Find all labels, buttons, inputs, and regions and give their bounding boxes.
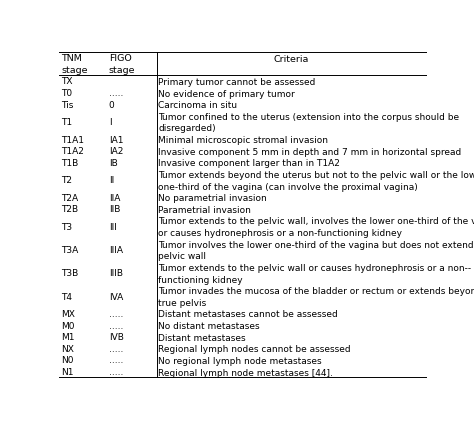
Text: I: I bbox=[109, 118, 111, 127]
Text: .....: ..... bbox=[109, 367, 123, 376]
Text: T1A1: T1A1 bbox=[61, 135, 84, 144]
Text: Tumor invades the mucosa of the bladder or rectum or extends beyond the: Tumor invades the mucosa of the bladder … bbox=[158, 286, 474, 296]
Text: NX: NX bbox=[61, 344, 74, 353]
Text: No evidence of primary tumor: No evidence of primary tumor bbox=[158, 89, 295, 98]
Text: .....: ..... bbox=[109, 89, 123, 98]
Text: Tumor extends beyond the uterus but not to the pelvic wall or the lower: Tumor extends beyond the uterus but not … bbox=[158, 170, 474, 179]
Text: T2: T2 bbox=[61, 176, 72, 185]
Text: .....: ..... bbox=[109, 356, 123, 365]
Text: one-third of the vagina (can involve the proximal vagina): one-third of the vagina (can involve the… bbox=[158, 182, 418, 191]
Text: pelvic wall: pelvic wall bbox=[158, 252, 207, 261]
Text: M1: M1 bbox=[61, 332, 74, 341]
Text: IA2: IA2 bbox=[109, 147, 123, 156]
Text: No distant metastases: No distant metastases bbox=[158, 321, 260, 330]
Text: Tumor confined to the uterus (extension into the corpus should be: Tumor confined to the uterus (extension … bbox=[158, 112, 460, 121]
Text: TNM: TNM bbox=[61, 54, 82, 63]
Text: IIB: IIB bbox=[109, 205, 120, 214]
Text: N1: N1 bbox=[61, 367, 73, 376]
Text: T1: T1 bbox=[61, 118, 72, 127]
Text: Regional lymph node metastases [44].: Regional lymph node metastases [44]. bbox=[158, 368, 333, 377]
Text: T2A: T2A bbox=[61, 193, 78, 202]
Text: Tumor extends to the pelvic wall, involves the lower one-third of the vagina,: Tumor extends to the pelvic wall, involv… bbox=[158, 217, 474, 226]
Text: IA1: IA1 bbox=[109, 135, 123, 144]
Text: FIGO: FIGO bbox=[109, 54, 132, 63]
Text: T3: T3 bbox=[61, 222, 72, 231]
Text: .....: ..... bbox=[109, 309, 123, 318]
Text: IIIB: IIIB bbox=[109, 269, 123, 278]
Text: T4: T4 bbox=[61, 292, 72, 301]
Text: Distant metastases: Distant metastases bbox=[158, 333, 246, 342]
Text: IVB: IVB bbox=[109, 332, 124, 341]
Text: T2B: T2B bbox=[61, 205, 78, 214]
Text: No regional lymph node metastases: No regional lymph node metastases bbox=[158, 356, 322, 365]
Text: or causes hydronephrosis or a non-functioning kidney: or causes hydronephrosis or a non-functi… bbox=[158, 228, 402, 237]
Text: Carcinoma in situ: Carcinoma in situ bbox=[158, 101, 237, 110]
Text: Minimal microscopic stromal invasion: Minimal microscopic stromal invasion bbox=[158, 136, 328, 145]
Text: stage: stage bbox=[61, 66, 88, 75]
Text: II: II bbox=[109, 176, 114, 185]
Text: IIA: IIA bbox=[109, 193, 120, 202]
Text: true pelvis: true pelvis bbox=[158, 298, 207, 307]
Text: Distant metastases cannot be assessed: Distant metastases cannot be assessed bbox=[158, 310, 338, 319]
Text: Invasive component larger than in T1A2: Invasive component larger than in T1A2 bbox=[158, 159, 340, 168]
Text: Tis: Tis bbox=[61, 101, 73, 109]
Text: stage: stage bbox=[109, 66, 136, 75]
Text: .....: ..... bbox=[109, 321, 123, 330]
Text: disregarded): disregarded) bbox=[158, 124, 216, 133]
Text: Primary tumor cannot be assessed: Primary tumor cannot be assessed bbox=[158, 78, 316, 86]
Text: N0: N0 bbox=[61, 356, 73, 365]
Text: functioning kidney: functioning kidney bbox=[158, 275, 243, 284]
Text: T3A: T3A bbox=[61, 245, 78, 254]
Text: T1A2: T1A2 bbox=[61, 147, 84, 156]
Text: MX: MX bbox=[61, 309, 75, 318]
Text: IB: IB bbox=[109, 158, 118, 167]
Text: TX: TX bbox=[61, 77, 73, 86]
Text: Regional lymph nodes cannot be assessed: Regional lymph nodes cannot be assessed bbox=[158, 345, 351, 354]
Text: .....: ..... bbox=[109, 344, 123, 353]
Text: Criteria: Criteria bbox=[274, 55, 310, 64]
Text: M0: M0 bbox=[61, 321, 74, 330]
Text: Parametrial invasion: Parametrial invasion bbox=[158, 205, 251, 214]
Text: T3B: T3B bbox=[61, 269, 78, 278]
Text: No parametrial invasion: No parametrial invasion bbox=[158, 194, 267, 203]
Text: T1B: T1B bbox=[61, 158, 78, 167]
Text: IIIA: IIIA bbox=[109, 245, 123, 254]
Text: IVA: IVA bbox=[109, 292, 123, 301]
Text: 0: 0 bbox=[109, 101, 115, 109]
Text: Tumor involves the lower one-third of the vagina but does not extend to the: Tumor involves the lower one-third of th… bbox=[158, 240, 474, 249]
Text: T0: T0 bbox=[61, 89, 72, 98]
Text: III: III bbox=[109, 222, 117, 231]
Text: Invasive component 5 mm in depth and 7 mm in horizontal spread: Invasive component 5 mm in depth and 7 m… bbox=[158, 147, 462, 156]
Text: Tumor extends to the pelvic wall or causes hydronephrosis or a non--: Tumor extends to the pelvic wall or caus… bbox=[158, 263, 472, 272]
